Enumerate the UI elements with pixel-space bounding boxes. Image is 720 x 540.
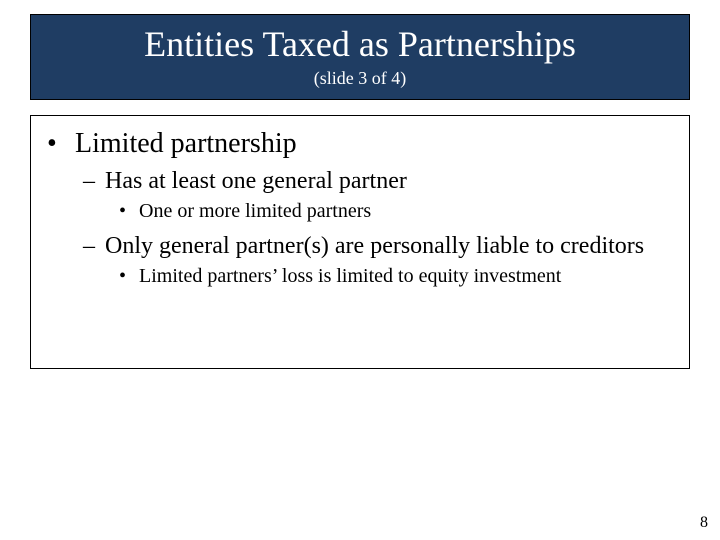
bullet-marker: • [119, 200, 139, 223]
dash-marker: – [83, 231, 105, 261]
bullet-text: Only general partner(s) are personally l… [105, 231, 644, 261]
bullet-marker: • [47, 128, 75, 160]
dash-marker: – [83, 166, 105, 196]
slide-title: Entities Taxed as Partnerships [144, 25, 576, 65]
bullet-level-1: • Limited partnership [47, 128, 681, 160]
bullet-level-2: – Only general partner(s) are personally… [83, 231, 681, 261]
slide-subtitle: (slide 3 of 4) [314, 68, 406, 89]
bullet-text: Limited partnership [75, 128, 297, 160]
bullet-text: One or more limited partners [139, 200, 371, 223]
page-number: 8 [700, 514, 708, 532]
title-box: Entities Taxed as Partnerships (slide 3 … [30, 14, 690, 100]
bullet-level-3: • Limited partners’ loss is limited to e… [119, 265, 681, 288]
bullet-level-2: – Has at least one general partner [83, 166, 681, 196]
content-box: • Limited partnership – Has at least one… [30, 115, 690, 369]
bullet-text: Has at least one general partner [105, 166, 407, 196]
bullet-marker: • [119, 265, 139, 288]
bullet-level-3: • One or more limited partners [119, 200, 681, 223]
bullet-text: Limited partners’ loss is limited to equ… [139, 265, 561, 288]
